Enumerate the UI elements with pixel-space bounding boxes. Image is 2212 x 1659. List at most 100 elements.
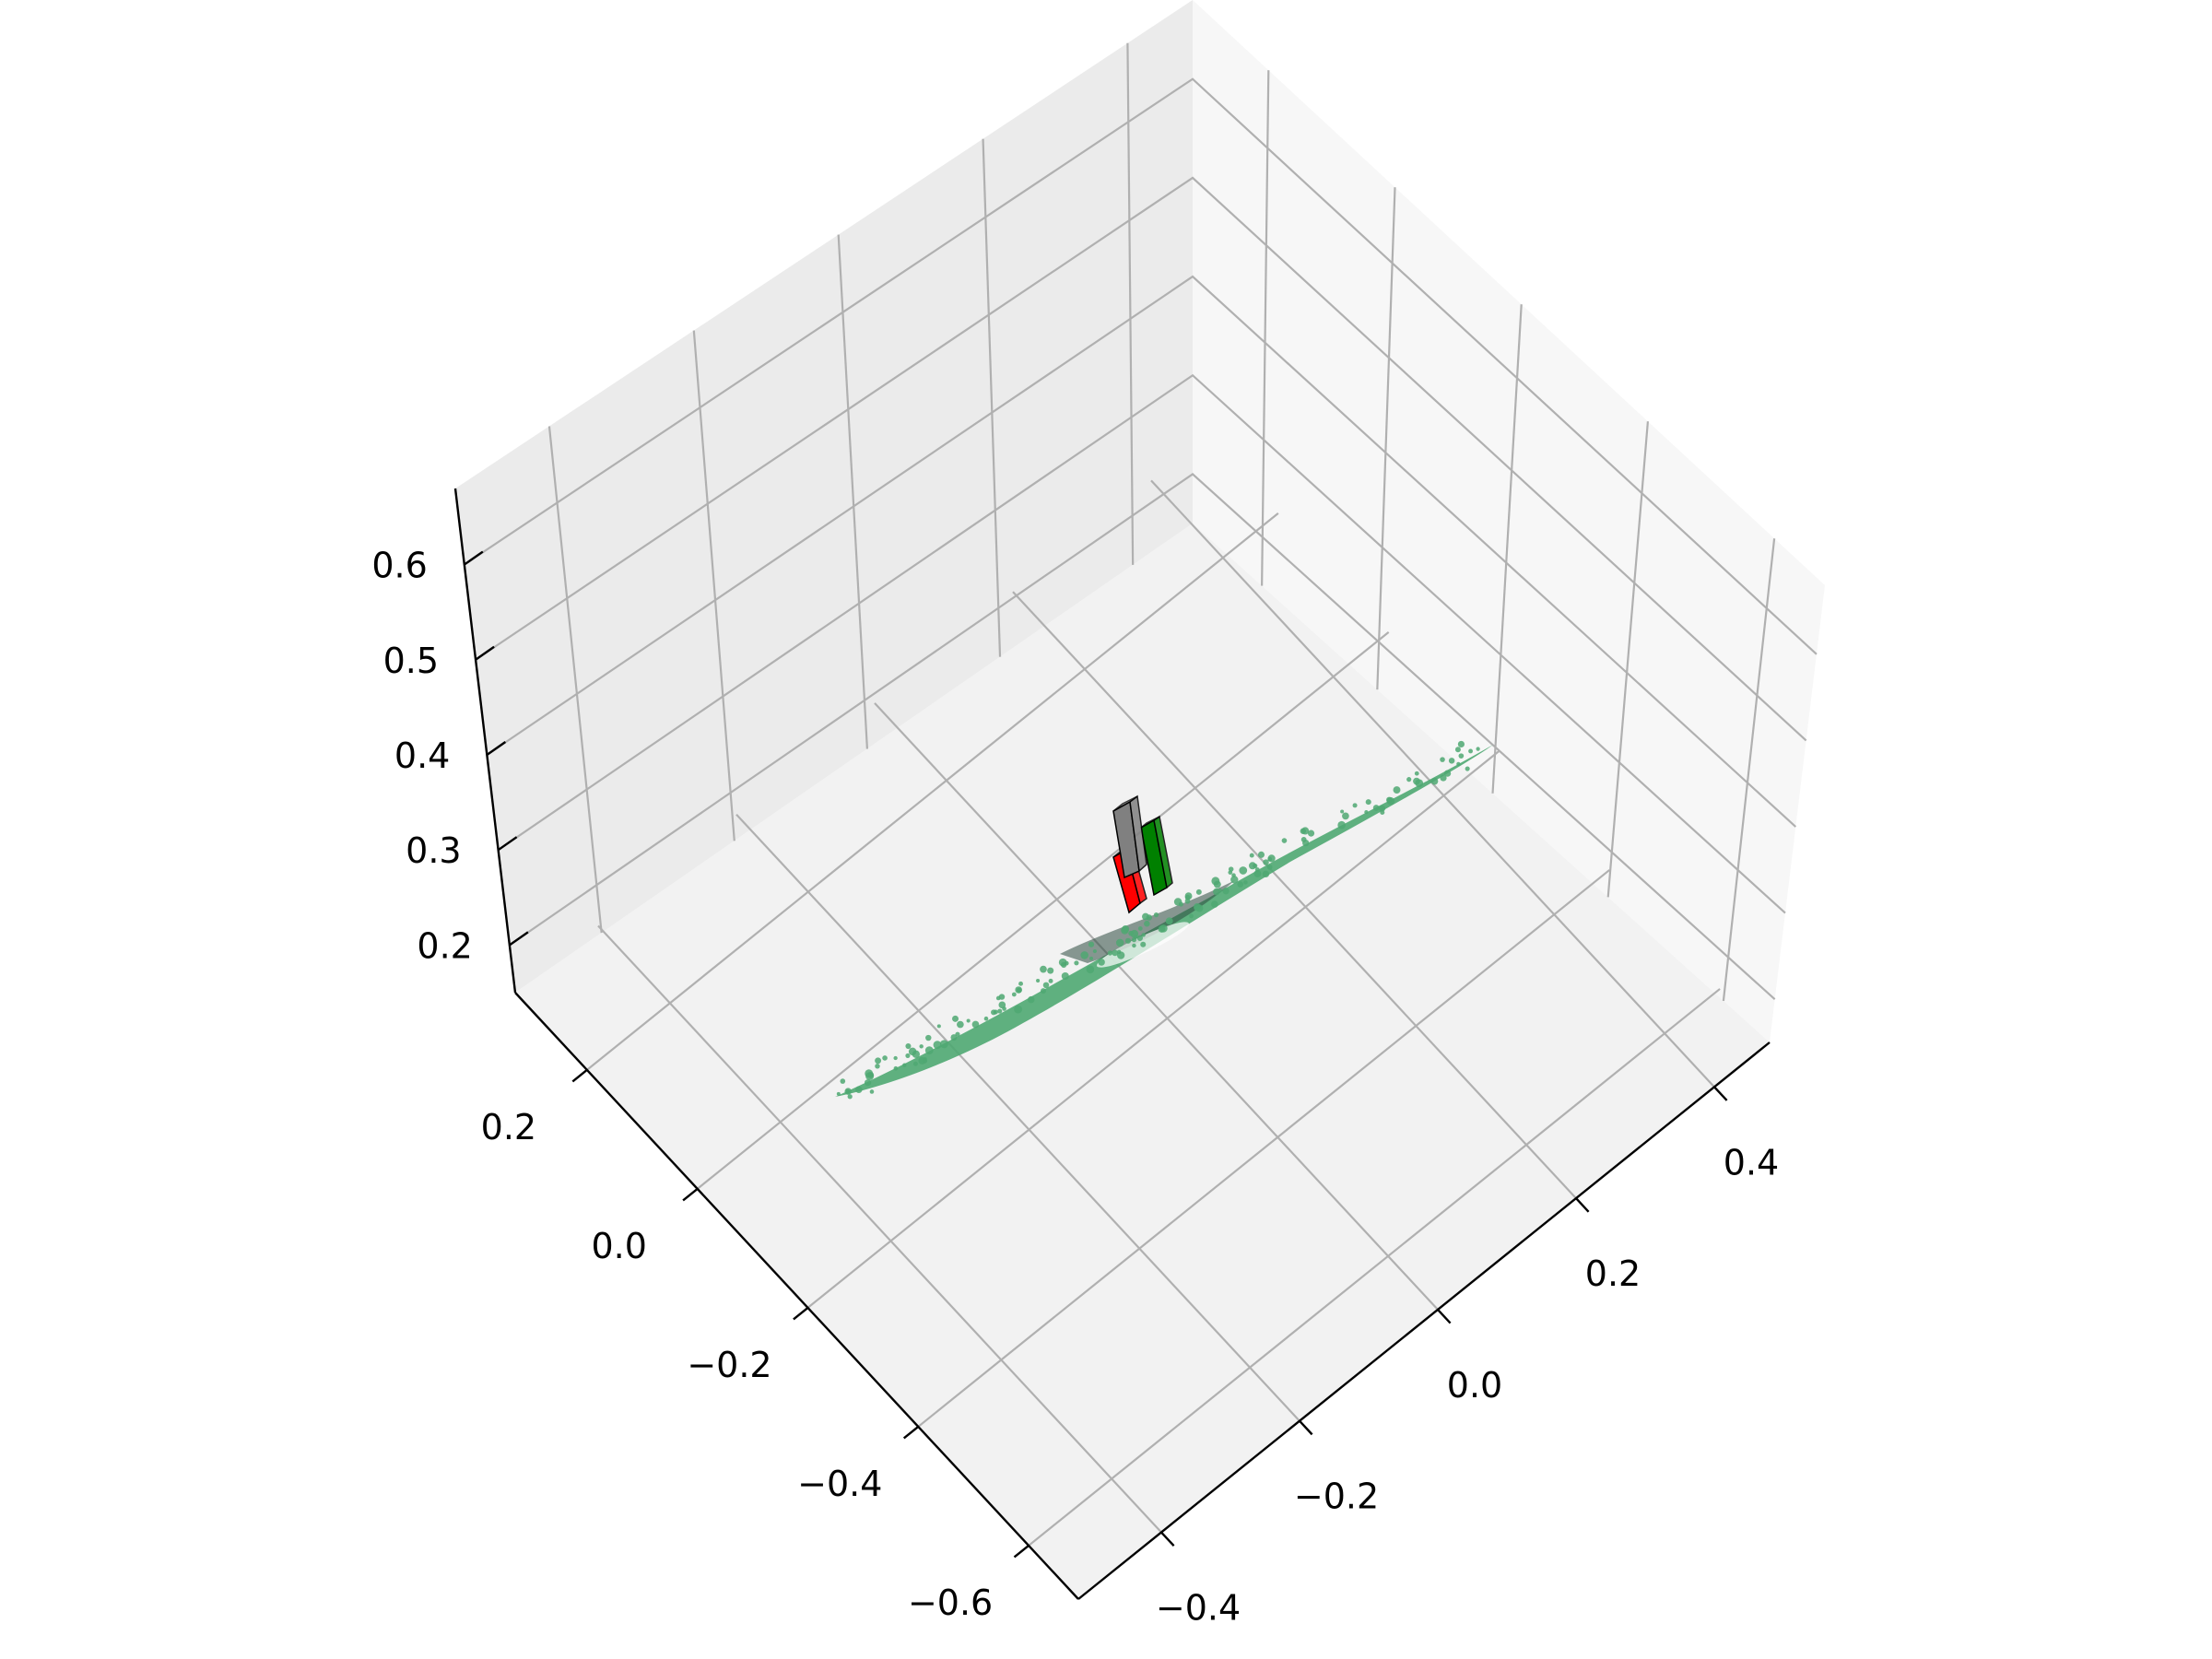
cloud-point [1465, 766, 1470, 771]
cloud-point [867, 1072, 875, 1078]
cloud-point [1213, 888, 1220, 896]
cloud-point [1414, 771, 1419, 776]
cloud-point [836, 1091, 841, 1096]
cloud-point [1080, 951, 1088, 959]
cloud-point [855, 1086, 863, 1093]
cloud-point [1092, 949, 1097, 954]
y-tick [571, 1068, 588, 1083]
cloud-point [1440, 757, 1445, 762]
y-tick [902, 1425, 920, 1440]
cloud-point [902, 1063, 907, 1067]
grid-line-y-floor [586, 512, 1279, 1071]
cloud-point [875, 1064, 880, 1069]
grid-line-z [497, 373, 1786, 914]
cloud-point [1158, 925, 1166, 933]
cloud-point [957, 1020, 964, 1029]
cloud-point [905, 1043, 912, 1050]
cloud-point [1257, 851, 1265, 858]
grid-line-x-floor [1012, 591, 1577, 1199]
cloud-point [1262, 870, 1270, 878]
grid-line-y-wall [692, 330, 735, 841]
cloud-point [908, 1047, 917, 1056]
y-tick-label: 0.0 [591, 1226, 646, 1266]
cloud-point [1074, 960, 1079, 966]
cloud-point [905, 1053, 911, 1058]
cloud-point [1406, 777, 1412, 782]
cloud-point [1253, 869, 1262, 877]
z-tick-label: 0.3 [406, 830, 461, 871]
gripper-markers [1112, 794, 1173, 914]
cloud-point [1184, 898, 1191, 904]
cloud-point [1443, 770, 1452, 777]
cloud-point [1142, 912, 1149, 921]
cloud-point [1115, 938, 1124, 947]
cloud-point [882, 1055, 888, 1061]
cloud-point [952, 1015, 959, 1022]
grid-line-y-wall [982, 138, 1002, 657]
y-tick [793, 1306, 809, 1321]
cloud-point [1211, 877, 1220, 886]
cloud-point [869, 1089, 875, 1094]
cloud-point [1254, 867, 1260, 872]
cloud-point [1137, 926, 1143, 931]
cloud-point [1131, 936, 1137, 943]
z-tick-label: 0.5 [383, 641, 439, 681]
cloud-point [1448, 758, 1455, 764]
cloud-point [1015, 986, 1022, 994]
cloud-point [1476, 747, 1480, 751]
cloud-point [1267, 856, 1273, 862]
cloud-point [875, 1057, 882, 1065]
axis-lines [453, 488, 1771, 1600]
x-tick-label: 0.0 [1447, 1365, 1502, 1406]
z-tick [486, 740, 507, 756]
y-tick-label: −0.2 [687, 1345, 771, 1385]
z-tick [497, 836, 518, 852]
grid-line-z [475, 176, 1807, 742]
cloud-point [1089, 956, 1094, 960]
cloud-point [1040, 988, 1046, 994]
y-tick-label: −0.6 [908, 1583, 993, 1623]
cloud-point [1342, 812, 1349, 820]
cloud-point [918, 1056, 926, 1065]
cloud-point [1040, 965, 1047, 973]
grid-line-x-wall [1376, 187, 1396, 690]
cloud-point [1337, 820, 1346, 830]
grid-line-y-floor [1028, 988, 1721, 1547]
cloud-point [893, 1065, 899, 1071]
cloud-point [840, 1078, 846, 1084]
cloud-point [1365, 799, 1371, 806]
cloud-point [1239, 866, 1248, 875]
cloud-point [1028, 995, 1035, 1004]
grid-lines [464, 42, 1818, 1547]
gripper-gray-box-top [1112, 795, 1138, 812]
cloud-point [919, 1044, 924, 1049]
cloud-point [1124, 937, 1132, 944]
x-tick [1160, 1531, 1175, 1547]
cloud-point [1379, 805, 1386, 812]
cloud-point [1230, 876, 1239, 884]
cloud-point [893, 1055, 898, 1061]
cloud-point [1454, 747, 1461, 753]
cloud-point [997, 1008, 1003, 1014]
cloud-point [1042, 982, 1050, 989]
x-tick [1575, 1197, 1590, 1213]
pane-left-wall [455, 0, 1193, 993]
cloud-point [991, 1009, 997, 1016]
x-tick-label: −0.2 [1294, 1477, 1379, 1517]
cloud-point [1178, 901, 1183, 907]
cloud-point [1116, 949, 1122, 955]
grid-line-z [464, 77, 1818, 655]
cloud-point [1340, 809, 1345, 814]
x-tick [1713, 1086, 1728, 1101]
cloud-point [955, 1031, 960, 1037]
x-tick-label: 0.4 [1724, 1142, 1779, 1182]
z-tick-label: 0.4 [394, 735, 450, 776]
cloud-point [1352, 803, 1358, 808]
y-axis-line [514, 992, 1079, 1600]
cloud-point [1281, 838, 1288, 843]
grid-line-x-wall [1261, 70, 1270, 586]
cloud-point [1144, 920, 1150, 927]
cloud-point [1393, 786, 1401, 794]
cloud-point [998, 1001, 1006, 1009]
cloud-point [1036, 979, 1041, 983]
